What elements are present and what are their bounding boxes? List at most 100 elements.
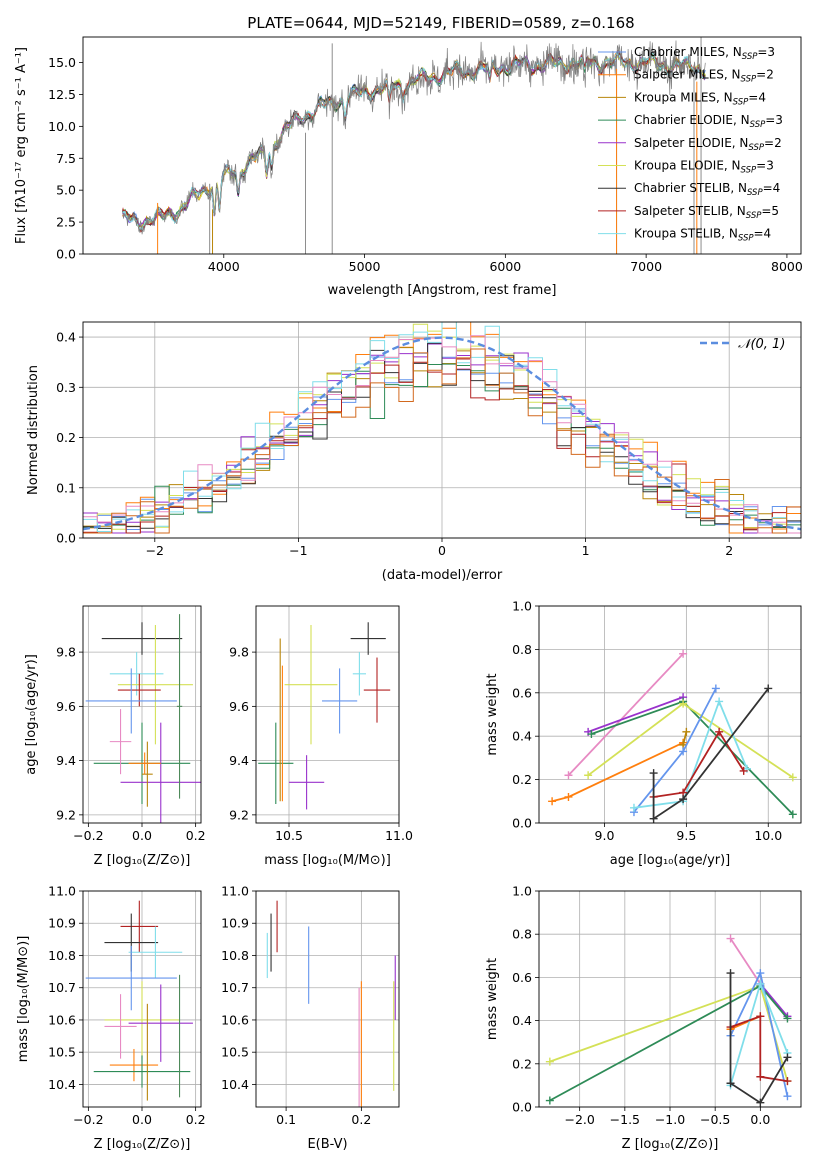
mass-weight-point (564, 771, 573, 780)
legend-subscript: SSP (750, 120, 766, 130)
y-tick-label: 10.9 (221, 916, 249, 931)
mass-vs-ebv-panel: 0.1 0.2 10.4 10.5 10.6 10.7 10.8 10.9 11.0 E(B-V) (221, 884, 400, 1152)
mass-weight-point (756, 1012, 765, 1021)
y-tick-label: 0.6 (512, 970, 532, 985)
x-tick-label: 0.2 (351, 1112, 371, 1127)
mass-weight-point (783, 1092, 792, 1101)
plot-frame (82, 890, 202, 1108)
y-tick-label: 0.4 (512, 1013, 532, 1028)
x-tick-label: −1.0 (655, 1112, 685, 1127)
y-tick-label: 0.0 (512, 1100, 532, 1115)
spectrum-panel: 4000 5000 6000 7000 8000 0.0 2.5 5.0 7.5 10.0 12.5… (14, 36, 803, 298)
x-axis-label: wavelength [Angstrom, rest frame] (328, 283, 557, 298)
mass-weight-line (549, 984, 789, 1082)
mass-weight-point (649, 814, 658, 823)
plot-area (258, 622, 391, 810)
y-tick-label: 7.5 (56, 151, 76, 166)
residual-histogram (83, 322, 801, 534)
y-tick-label: 2.5 (56, 215, 76, 230)
y-tick-label: 0.3 (56, 380, 76, 395)
y-tick-label: 10.8 (221, 948, 249, 963)
weight-vs-metallicity-panel: −2.0 −1.5 −1.0 −0.5 0.0 0.0 0.2 0.4 0.6 0.8 1.0 Z [… (485, 884, 802, 1152)
y-tick-label: 10.0 (48, 119, 76, 134)
y-tick-label: 0.6 (512, 685, 532, 700)
x-tick-label: 0.1 (276, 1112, 296, 1127)
x-tick-label: −1 (289, 543, 307, 558)
mass-weight-point (783, 1014, 792, 1023)
plot-area (121, 37, 706, 254)
y-tick-label: 10.6 (48, 1012, 76, 1027)
mass-weight-point (788, 810, 797, 819)
residuals-panel: −2 −1 0 1 2 0.0 0.1 0.2 0.3 0.4 (data-model)/error… (26, 321, 802, 583)
mass-weight-line (652, 687, 770, 821)
y-tick-label: 9.4 (56, 753, 76, 768)
y-axis-label: Flux [fλ10⁻¹⁷ erg cm⁻² s⁻¹ A⁻¹] (14, 47, 29, 244)
x-tick-label: −0.2 (73, 1112, 103, 1127)
y-tick-label: 0.8 (512, 642, 532, 657)
x-tick-label: 0.0 (750, 1112, 770, 1127)
legend-value: =4 (763, 181, 781, 195)
y-tick-label: 10.7 (48, 980, 76, 995)
mass-weight-point (756, 1098, 765, 1107)
legend-value: =4 (754, 227, 772, 241)
y-tick-label: 0.2 (512, 772, 532, 787)
mass-weight-point (679, 795, 688, 804)
y-tick-label: 9.8 (229, 645, 249, 660)
x-axis-label: Z [log₁₀(Z/Z⊙)] (94, 853, 191, 868)
mass-weight-point (564, 792, 573, 801)
x-tick-label: 9.5 (676, 828, 696, 843)
mass-weight-point (726, 969, 735, 978)
mass-weight-point (756, 979, 765, 988)
x-tick-label: 4000 (208, 259, 240, 274)
mass-weight-point (545, 1096, 554, 1105)
mass-weight-point (715, 727, 724, 736)
plot-frame (538, 605, 802, 824)
y-tick-label: 10.8 (48, 948, 76, 963)
y-tick-label: 0.2 (512, 1056, 532, 1071)
legend-subscript: SSP (748, 143, 764, 153)
mass-weight-point (587, 730, 596, 739)
legend-subscript: SSP (738, 234, 754, 244)
x-axis-label: mass [log₁₀(M/M⊙)] (264, 853, 391, 868)
plot-area (548, 649, 797, 823)
y-tick-label: 10.4 (221, 1077, 249, 1092)
x-tick-label: 2 (725, 543, 733, 558)
plot-area (266, 900, 396, 1107)
mass-weight-point (649, 769, 658, 778)
mass-weight-point (711, 684, 720, 693)
y-tick-label: 9.2 (56, 807, 76, 822)
mass-weight-point (679, 699, 688, 708)
legend-value: =5 (761, 204, 779, 218)
mass-vs-metallicity-panel: −0.2 0.0 0.2 10.4 10.5 10.6 10.7 10.8 10.9 11.0 Z … (16, 884, 206, 1153)
mass-weight-point (679, 747, 688, 756)
mass-weight-line (729, 973, 789, 1104)
mass-weight-line (653, 730, 745, 798)
legend-entry: Kroupa STELIB, NSSP=4 (634, 227, 771, 244)
plot-area (85, 614, 201, 823)
legend-subscript: SSP (733, 97, 749, 107)
mass-weight-point (788, 773, 797, 782)
y-tick-label: 10.5 (48, 1045, 76, 1060)
mass-weight-point (545, 1057, 554, 1066)
mass-weight-point (756, 969, 765, 978)
y-tick-label: 9.6 (56, 699, 76, 714)
y-tick-label: 0.4 (56, 330, 76, 345)
mass-weight-point (764, 684, 773, 693)
x-tick-label: −2 (146, 543, 164, 558)
mass-weight-point (739, 766, 748, 775)
mass-weight-point (783, 1053, 792, 1062)
mass-weight-line (549, 984, 789, 1102)
y-tick-label: 15.0 (48, 55, 76, 70)
y-tick-label: 10.6 (221, 1012, 249, 1027)
residual-histogram (83, 342, 801, 531)
legend-value: =2 (764, 136, 782, 150)
plot-area (85, 900, 193, 1101)
y-tick-label: 0.0 (512, 816, 532, 831)
legend-subscript: SSP (747, 188, 763, 198)
mass-weight-point (726, 934, 735, 943)
y-tick-label: 9.8 (56, 645, 76, 660)
x-tick-label: 0.0 (132, 828, 152, 843)
plot-area (83, 322, 801, 534)
x-tick-label: 6000 (489, 259, 521, 274)
